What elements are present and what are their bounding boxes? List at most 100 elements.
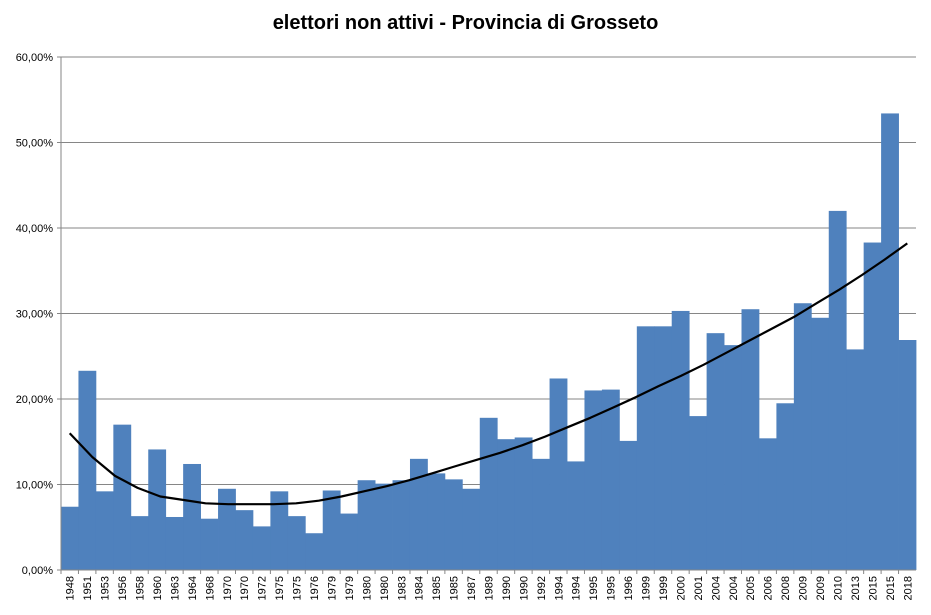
- x-tick-label: 2018: [902, 576, 914, 600]
- x-tick-label: 1948: [65, 576, 77, 600]
- x-tick-label: 2001: [693, 576, 705, 600]
- bar: [305, 533, 324, 570]
- x-tick-label: 2013: [850, 576, 862, 600]
- x-tick-label: 1985: [431, 576, 443, 600]
- x-tick-label: 1970: [222, 576, 234, 600]
- bar: [479, 417, 498, 570]
- x-tick-label: 1976: [309, 576, 321, 600]
- x-tick-label: 1956: [117, 576, 129, 600]
- bar: [148, 449, 167, 570]
- x-tick-label: 1990: [501, 576, 513, 600]
- bar: [409, 458, 428, 570]
- bar: [61, 506, 79, 570]
- x-tick-label: 1958: [135, 576, 147, 600]
- y-tick-label: 0,00%: [22, 565, 53, 577]
- bar: [95, 491, 114, 570]
- x-tick-label: 2005: [745, 576, 757, 600]
- y-tick-label: 40,00%: [16, 223, 54, 235]
- trendline: [68, 242, 908, 506]
- bar: [689, 416, 708, 570]
- x-tick-label: 2004: [728, 576, 740, 600]
- y-tick-label: 10,00%: [16, 480, 54, 492]
- x-tick-label: 1996: [623, 576, 635, 600]
- bar: [776, 403, 795, 570]
- bar: [357, 480, 376, 570]
- x-tick-label: 1968: [204, 576, 216, 600]
- x-tick-label: 1975: [274, 576, 286, 600]
- bar: [846, 349, 865, 570]
- bar: [549, 378, 568, 570]
- x-tick-label: 1999: [641, 576, 653, 600]
- bar: [706, 333, 725, 570]
- bar: [567, 461, 585, 570]
- x-tick-label: 2006: [763, 576, 775, 600]
- x-tick-label: 1994: [553, 576, 565, 600]
- x-tick-label: 1975: [292, 576, 304, 600]
- bar: [427, 473, 446, 570]
- x-tick-label: 1964: [187, 576, 199, 600]
- y-tick-label: 20,00%: [16, 394, 54, 406]
- x-tick-label: 2009: [798, 576, 810, 600]
- bar: [218, 488, 236, 570]
- x-tick-label: 1951: [82, 576, 94, 600]
- x-tick-label: 1960: [152, 576, 164, 600]
- x-tick-label: 2000: [675, 576, 687, 600]
- bar: [828, 210, 847, 570]
- bar: [165, 516, 184, 570]
- x-tick-label: 1984: [414, 576, 426, 600]
- x-tick-label: 2015: [867, 576, 879, 600]
- bar: [252, 526, 271, 570]
- x-tick-label: 1970: [239, 576, 251, 600]
- bar: [654, 326, 673, 570]
- bar: [758, 438, 777, 570]
- bar: [444, 479, 463, 570]
- bar: [130, 516, 149, 570]
- bar: [532, 458, 550, 570]
- bar: [898, 340, 917, 570]
- x-tick-label: 1963: [169, 576, 181, 600]
- bar: [881, 113, 899, 571]
- x-tick-label: 1979: [326, 576, 338, 600]
- x-tick-label: 2004: [710, 576, 722, 600]
- bar: [235, 510, 254, 570]
- x-tick-label: 1989: [484, 576, 496, 600]
- x-tick-label: 1995: [606, 576, 618, 600]
- x-tick-label: 1983: [396, 576, 408, 600]
- y-tick-label: 30,00%: [16, 309, 54, 321]
- x-tick-label: 2010: [832, 576, 844, 600]
- x-tick-labels: 1948 1951 1953 1956 1958 1960 1963 1964 1968 1970…: [65, 576, 915, 600]
- x-tick-label: 1987: [466, 576, 478, 600]
- trendline-layer: [68, 242, 908, 506]
- bar: [601, 389, 620, 570]
- bar: [636, 326, 655, 570]
- bar: [741, 309, 760, 570]
- bar: [113, 424, 132, 570]
- x-tick-label: 1995: [588, 576, 600, 600]
- axes: [57, 56, 916, 574]
- x-tick-label: 1994: [571, 576, 583, 600]
- bar: [793, 303, 812, 570]
- x-tick-label: 2008: [780, 576, 792, 600]
- bar: [671, 310, 690, 570]
- x-tick-label: 2009: [815, 576, 827, 600]
- y-tick-labels: 0,00% 10,00% 20,00% 30,00% 40,00% 50,00% 60,00…: [16, 52, 54, 577]
- bar: [183, 463, 201, 570]
- bar: [375, 483, 393, 570]
- x-tick-label: 1980: [379, 576, 391, 600]
- bar: [78, 370, 97, 570]
- x-tick-label: 1979: [344, 576, 356, 600]
- x-tick-label: 1972: [257, 576, 269, 600]
- bar: [200, 518, 219, 570]
- bar: [724, 345, 742, 570]
- bar: [497, 439, 516, 570]
- x-tick-label: 1992: [536, 576, 548, 600]
- bar: [287, 516, 306, 570]
- bar: [584, 390, 603, 570]
- bar: [322, 490, 341, 570]
- bar: [392, 480, 411, 570]
- x-tick-label: 1985: [449, 576, 461, 600]
- x-tick-label: 2015: [885, 576, 897, 600]
- chart-title: elettori non attivi - Provincia di Gross…: [272, 12, 659, 34]
